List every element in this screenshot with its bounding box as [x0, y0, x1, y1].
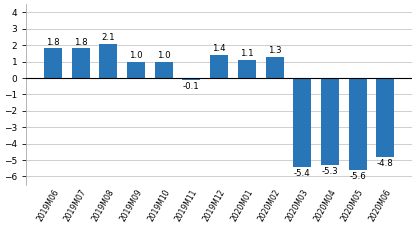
Text: 2.1: 2.1 — [102, 33, 115, 42]
Bar — [293, 78, 311, 167]
Bar — [321, 78, 339, 165]
Text: -5.4: -5.4 — [294, 169, 311, 178]
Bar — [72, 49, 90, 78]
Text: 1.3: 1.3 — [268, 46, 281, 55]
Text: 1.4: 1.4 — [212, 44, 226, 53]
Text: 1.8: 1.8 — [74, 37, 87, 47]
Text: 1.0: 1.0 — [129, 51, 143, 60]
Bar — [265, 57, 284, 78]
Text: 1.0: 1.0 — [157, 51, 171, 60]
Bar — [376, 78, 394, 157]
Text: 1.8: 1.8 — [46, 37, 60, 47]
Bar — [99, 44, 117, 78]
Bar — [183, 78, 201, 80]
Bar — [210, 55, 228, 78]
Bar — [155, 62, 173, 78]
Text: -0.1: -0.1 — [183, 82, 200, 91]
Bar — [349, 78, 366, 170]
Bar — [127, 62, 145, 78]
Text: -4.8: -4.8 — [377, 159, 394, 168]
Text: -5.6: -5.6 — [349, 172, 366, 181]
Text: 1.1: 1.1 — [240, 49, 254, 58]
Text: -5.3: -5.3 — [322, 168, 338, 176]
Bar — [238, 60, 256, 78]
Bar — [44, 49, 62, 78]
